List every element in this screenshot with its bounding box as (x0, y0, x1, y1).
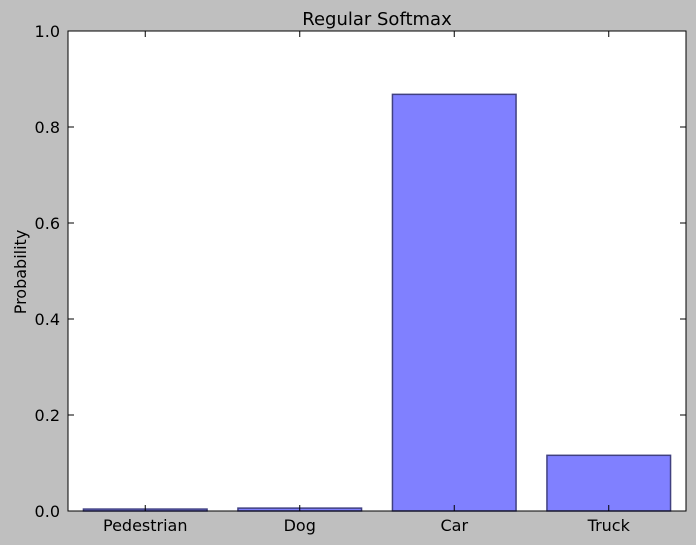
y-tick-label: 0.6 (35, 214, 60, 233)
chart-title: Regular Softmax (302, 9, 452, 30)
bar-truck (546, 454, 672, 512)
x-tick-label-pedestrian: Pedestrian (103, 516, 188, 535)
x-tick-label-truck: Truck (587, 516, 631, 535)
y-tick-label: 1.0 (35, 22, 60, 41)
x-tick-label-dog: Dog (284, 516, 316, 535)
y-tick-label: 0.8 (35, 118, 60, 137)
y-tick-label: 0.0 (35, 502, 60, 521)
y-tick-label: 0.2 (35, 406, 60, 425)
y-tick-label: 0.4 (35, 310, 60, 329)
y-axis-label: Probability (11, 230, 30, 315)
bar-car (391, 93, 517, 512)
bars-group (82, 93, 672, 512)
plot-frame (67, 30, 687, 512)
plot-area (68, 31, 686, 511)
x-tick-label-car: Car (440, 516, 468, 535)
ticks-group: Pedestrian Dog Car Truck 0.0 0.2 0.4 0.6 0.8 1.0 (35, 22, 686, 535)
